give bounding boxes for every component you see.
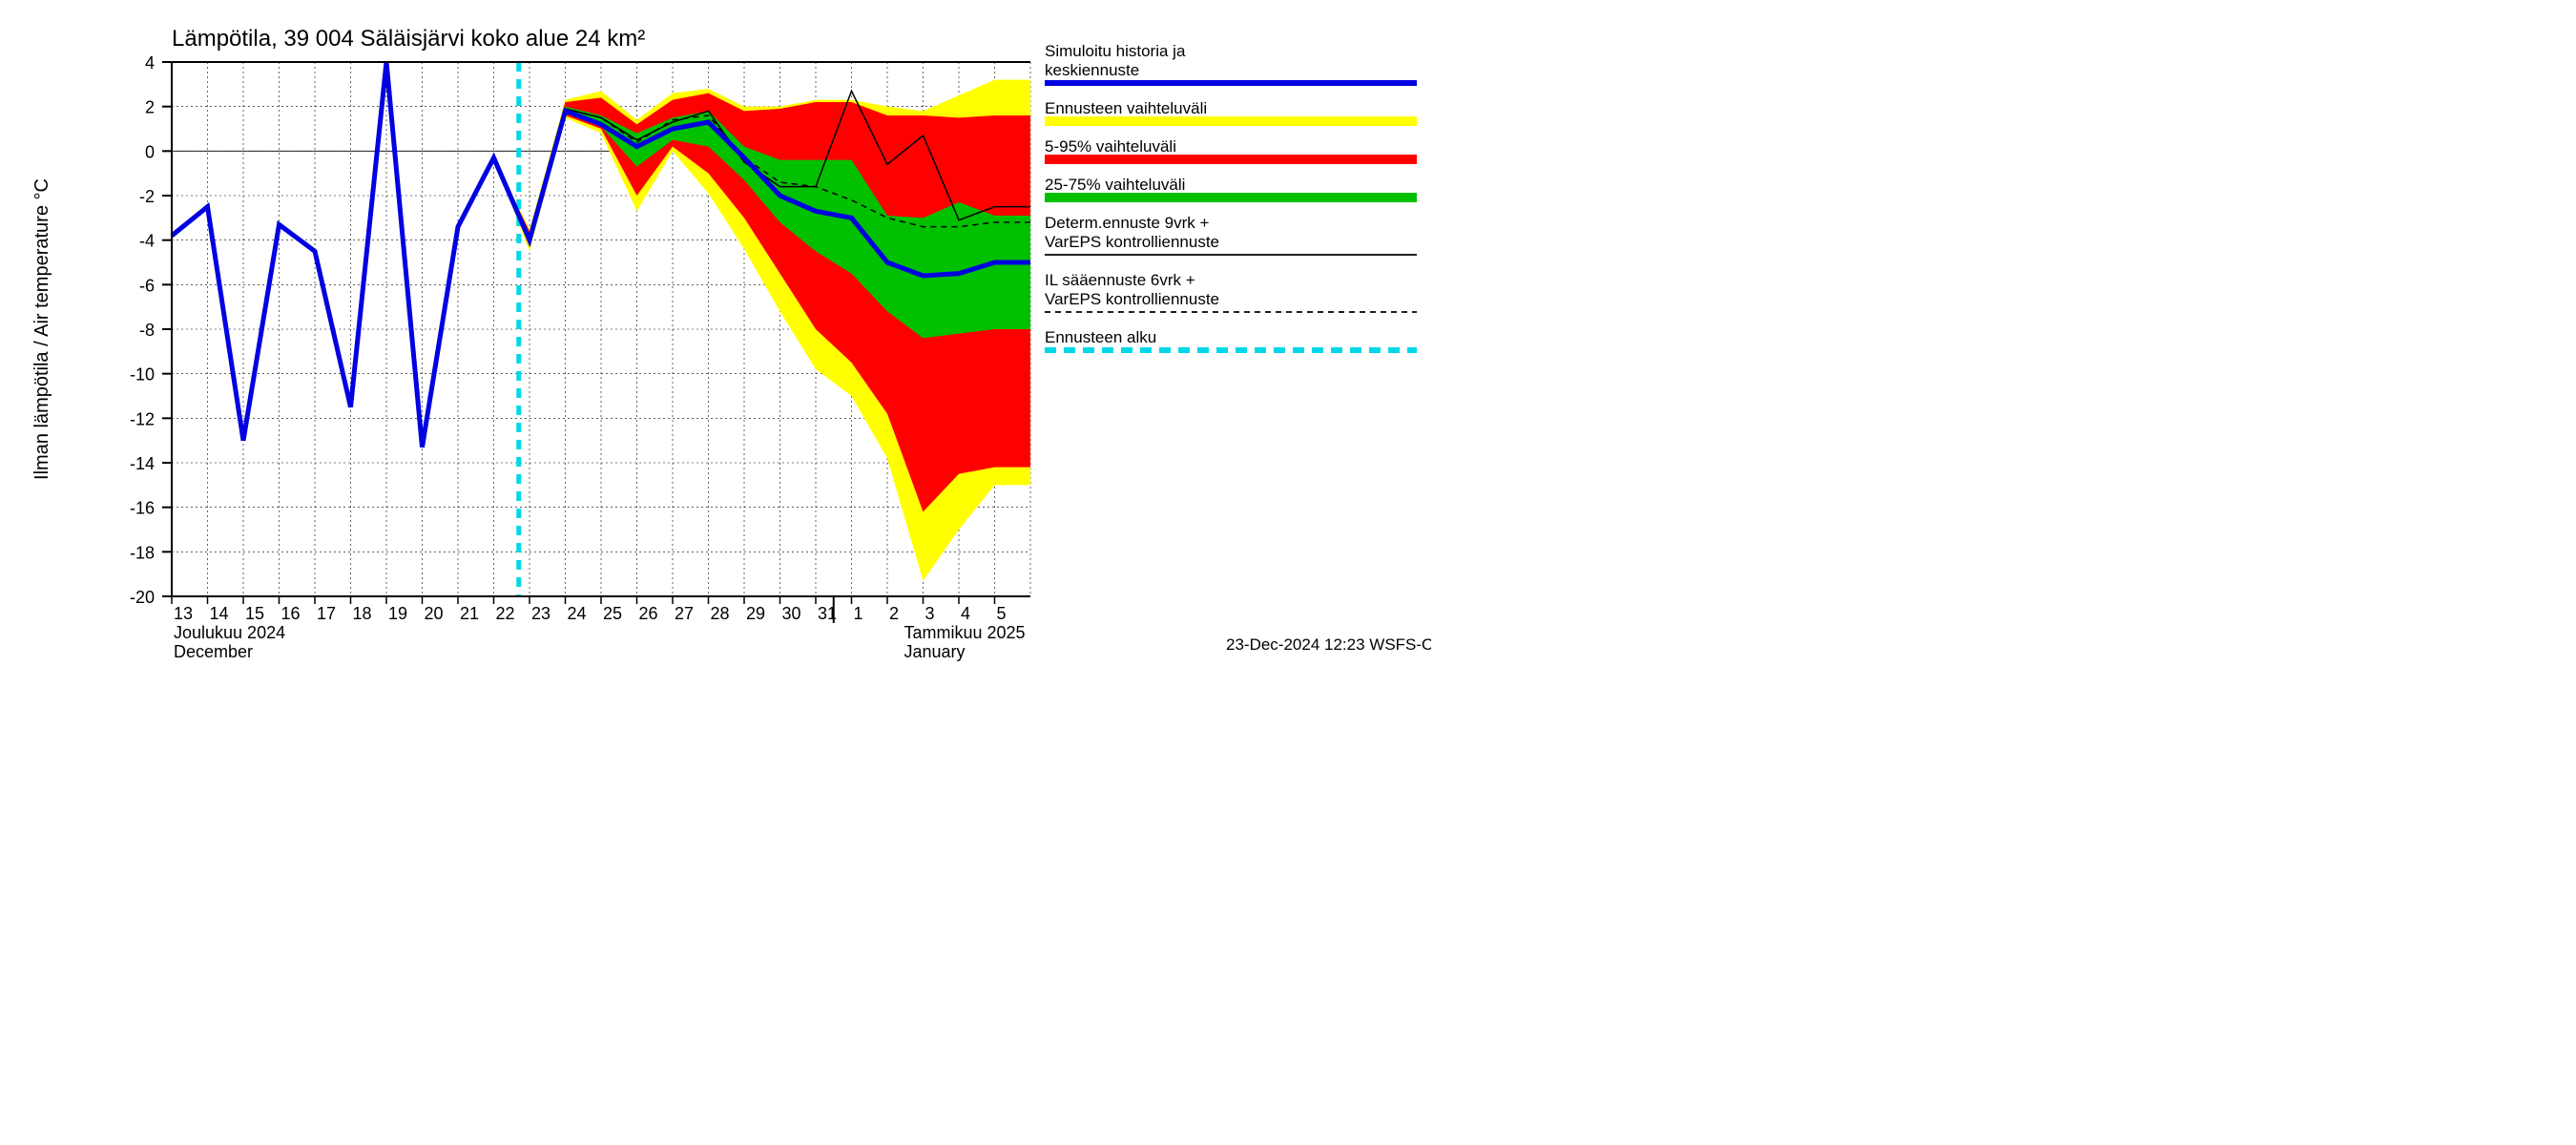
legend-label: VarEPS kontrolliennuste bbox=[1045, 233, 1219, 251]
x-tick-label: 29 bbox=[746, 604, 765, 623]
x-tick-label: 13 bbox=[174, 604, 193, 623]
x-tick-label: 16 bbox=[281, 604, 301, 623]
y-tick-label: -16 bbox=[130, 499, 155, 518]
x-tick-label: 2 bbox=[889, 604, 899, 623]
x-tick-label: 24 bbox=[568, 604, 587, 623]
y-tick-label: -4 bbox=[139, 232, 155, 251]
x-tick-label: 21 bbox=[460, 604, 479, 623]
x-tick-label: 22 bbox=[496, 604, 515, 623]
legend-label: keskiennuste bbox=[1045, 61, 1139, 79]
x-tick-label: 14 bbox=[210, 604, 229, 623]
legend-label: Ennusteen vaihteluväli bbox=[1045, 99, 1207, 117]
x-tick-label: 17 bbox=[317, 604, 336, 623]
x-tick-label: 28 bbox=[711, 604, 730, 623]
month2-en: January bbox=[904, 642, 966, 661]
legend-label: Ennusteen alku bbox=[1045, 328, 1156, 346]
x-tick-label: 30 bbox=[782, 604, 801, 623]
x-tick-label: 18 bbox=[353, 604, 372, 623]
y-axis-label: Ilman lämpötila / Air temperature °C bbox=[31, 178, 52, 480]
x-tick-label: 4 bbox=[961, 604, 970, 623]
legend-swatch-yellow bbox=[1045, 116, 1417, 126]
legend-label: 5-95% vaihteluväli bbox=[1045, 137, 1176, 156]
legend-label: IL sääennuste 6vrk + bbox=[1045, 271, 1195, 289]
month2-fi: Tammikuu 2025 bbox=[904, 623, 1026, 642]
y-tick-label: -18 bbox=[130, 543, 155, 562]
chart-container: 420-2-4-6-8-10-12-14-16-18-2013141516171… bbox=[0, 0, 1431, 668]
legend-label: VarEPS kontrolliennuste bbox=[1045, 290, 1219, 308]
x-tick-label: 23 bbox=[531, 604, 551, 623]
x-tick-label: 26 bbox=[639, 604, 658, 623]
x-tick-label: 15 bbox=[245, 604, 264, 623]
y-tick-label: 4 bbox=[145, 53, 155, 73]
y-tick-label: -8 bbox=[139, 321, 155, 340]
x-tick-label: 5 bbox=[997, 604, 1007, 623]
chart-footer: 23-Dec-2024 12:23 WSFS-O bbox=[1226, 635, 1431, 654]
month1-en: December bbox=[174, 642, 253, 661]
legend-label: Determ.ennuste 9vrk + bbox=[1045, 214, 1210, 232]
x-tick-label: 19 bbox=[388, 604, 407, 623]
legend-label: Simuloitu historia ja bbox=[1045, 42, 1186, 60]
y-tick-label: -10 bbox=[130, 365, 155, 385]
chart-title: Lämpötila, 39 004 Säläisjärvi koko alue … bbox=[172, 26, 645, 52]
y-tick-label: -12 bbox=[130, 409, 155, 428]
legend-label: 25-75% vaihteluväli bbox=[1045, 176, 1185, 194]
month1-fi: Joulukuu 2024 bbox=[174, 623, 285, 642]
y-tick-label: -20 bbox=[130, 588, 155, 607]
y-tick-label: 0 bbox=[145, 142, 155, 161]
x-tick-label: 25 bbox=[603, 604, 622, 623]
x-tick-label: 3 bbox=[925, 604, 935, 623]
x-tick-label: 27 bbox=[675, 604, 694, 623]
y-tick-label: -6 bbox=[139, 276, 155, 295]
legend-swatch-red bbox=[1045, 155, 1417, 164]
legend-swatch-green bbox=[1045, 193, 1417, 202]
y-tick-label: -14 bbox=[130, 454, 155, 473]
y-tick-label: -2 bbox=[139, 187, 155, 206]
x-tick-label: 20 bbox=[425, 604, 444, 623]
y-tick-label: 2 bbox=[145, 98, 155, 117]
x-tick-label: 1 bbox=[854, 604, 863, 623]
chart-svg: 420-2-4-6-8-10-12-14-16-18-2013141516171… bbox=[0, 0, 1431, 668]
